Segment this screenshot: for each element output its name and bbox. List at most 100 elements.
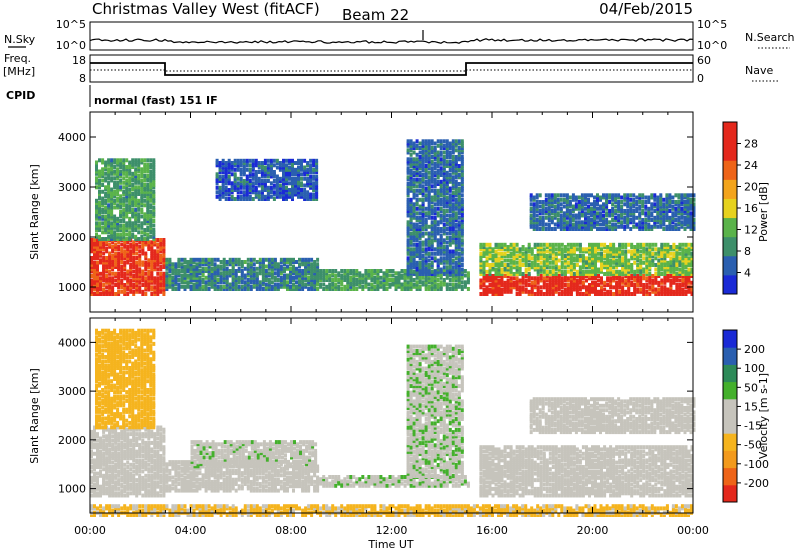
heatmap-cell <box>370 269 374 273</box>
heatmap-cell <box>233 185 237 190</box>
heatmap-cell <box>107 228 111 232</box>
heatmap-cell <box>102 292 106 296</box>
heatmap-cell <box>143 228 147 232</box>
heatmap-cell <box>409 202 413 207</box>
heatmap-cell <box>421 173 425 177</box>
heatmap-cell <box>512 245 516 249</box>
heatmap-cell <box>424 284 428 289</box>
heatmap-cell <box>300 158 303 163</box>
heatmap-cell <box>675 289 679 294</box>
heatmap-cell <box>117 274 121 278</box>
heatmap-cell <box>497 289 501 294</box>
heatmap-cell <box>195 280 199 285</box>
heatmap-cell <box>134 189 138 194</box>
heatmap-cell <box>593 195 596 200</box>
heatmap-cell <box>252 273 256 278</box>
heatmap-cell <box>430 284 434 289</box>
heatmap-cell <box>445 240 449 245</box>
heatmap-cell <box>165 271 169 276</box>
heatmap-cell <box>633 292 637 296</box>
heatmap-cell <box>210 262 214 267</box>
heatmap-cell <box>442 184 446 189</box>
heatmap-cell <box>530 256 534 261</box>
heatmap-cell <box>355 287 359 291</box>
heatmap-cell <box>596 227 599 231</box>
heatmap-cell <box>648 258 652 263</box>
heatmap-cell <box>578 245 582 249</box>
heatmap-cell <box>146 232 150 237</box>
heatmap-cell <box>538 193 542 198</box>
heatmap-cell <box>445 143 449 148</box>
heatmap-cell <box>666 254 670 258</box>
heatmap-cell <box>162 256 166 260</box>
heatmap-cell <box>156 238 160 242</box>
heatmap-cell <box>101 183 105 187</box>
heatmap-cell <box>135 247 139 251</box>
heatmap-cell <box>488 256 492 261</box>
heatmap-cell <box>556 222 560 227</box>
heatmap-cell <box>126 276 130 281</box>
heatmap-cell <box>260 185 264 190</box>
heatmap-cell <box>174 275 178 280</box>
heatmap-cell <box>221 174 225 179</box>
heatmap-cell <box>102 276 106 281</box>
heatmap-cell <box>98 192 101 196</box>
heatmap-cell <box>536 245 540 249</box>
heatmap-cell <box>107 185 111 190</box>
heatmap-cell <box>233 163 237 168</box>
heatmap-cell <box>174 278 178 282</box>
heatmap-cell <box>436 202 440 207</box>
heatmap-cell <box>594 280 597 285</box>
heatmap-cell <box>122 162 126 167</box>
heatmap-cell <box>454 229 458 234</box>
heatmap-cell <box>282 181 285 186</box>
heatmap-cell <box>137 225 141 230</box>
heatmap-cell <box>568 220 572 225</box>
heatmap-cell <box>117 240 121 245</box>
heatmap-cell <box>657 269 661 274</box>
heatmap-cell <box>260 183 264 188</box>
heatmap-cell <box>615 292 619 296</box>
heatmap-cell <box>584 224 587 229</box>
heatmap-cell <box>313 269 317 273</box>
heatmap-cell <box>156 276 160 281</box>
heatmap-cell <box>421 247 425 252</box>
heatmap-cell <box>542 292 546 296</box>
heatmap-cell <box>436 157 440 162</box>
heatmap-cell <box>159 289 163 294</box>
heatmap-cell <box>149 165 153 169</box>
heatmap-cell <box>147 244 151 249</box>
heatmap-cell <box>116 205 120 210</box>
heatmap-cell <box>412 202 416 207</box>
heatmap-cell <box>306 172 310 177</box>
heatmap-cell <box>600 285 603 290</box>
heatmap-cell <box>509 258 513 263</box>
date-label: 04/Feb/2015 <box>599 0 693 18</box>
heatmap-cell <box>562 197 566 202</box>
heatmap-cell <box>427 238 431 243</box>
heatmap-cell <box>150 258 154 263</box>
heatmap-cell <box>346 273 350 278</box>
heatmap-cell <box>272 170 276 174</box>
heatmap-cell <box>684 272 688 276</box>
heatmap-cell <box>424 224 428 229</box>
heatmap-cell <box>436 265 440 270</box>
heatmap-cell <box>207 287 211 291</box>
heatmap-cell <box>134 196 138 201</box>
heatmap-cell <box>506 289 510 294</box>
heatmap-cell <box>406 245 410 249</box>
heatmap-cell <box>243 275 247 280</box>
heatmap-cell <box>600 263 603 267</box>
heatmap-cell <box>134 234 138 239</box>
heatmap-cell <box>131 221 135 226</box>
heatmap-cell <box>687 242 691 247</box>
heatmap-cell <box>530 287 534 292</box>
heatmap-cell <box>132 283 136 287</box>
heatmap-cell <box>618 256 622 261</box>
heatmap-cell <box>690 256 694 261</box>
heatmap-cell <box>125 196 129 201</box>
heatmap-cell <box>102 247 106 251</box>
heatmap-cell <box>585 247 588 252</box>
heatmap-cell <box>122 180 126 185</box>
heatmap-cell <box>192 284 196 289</box>
